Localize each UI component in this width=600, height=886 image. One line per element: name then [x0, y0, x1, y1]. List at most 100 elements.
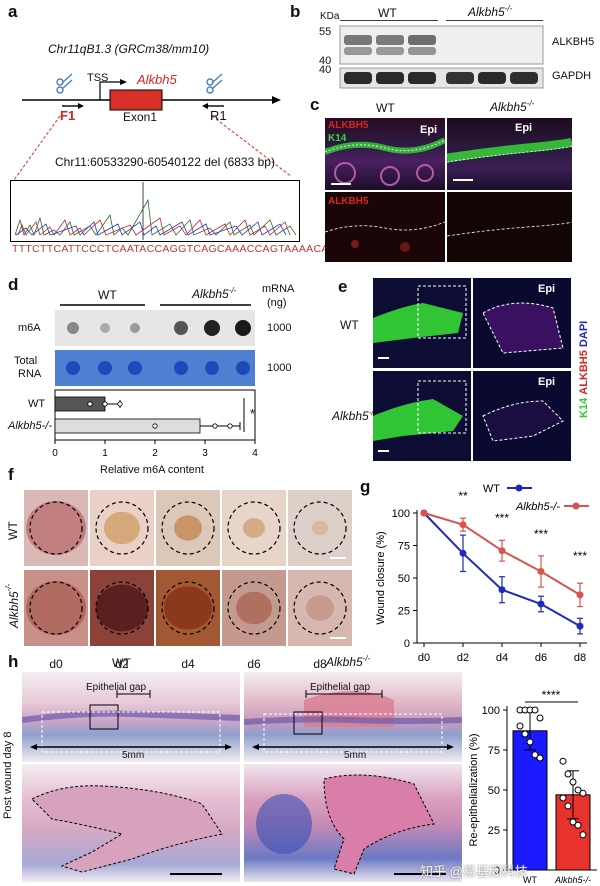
r1-label: R1 [210, 108, 227, 123]
point-i-0-4 [536, 714, 544, 722]
wound-area [26, 581, 86, 635]
wound-area [174, 515, 202, 541]
yticklabel-g-0: 0 [404, 638, 410, 650]
point-d-1-1 [212, 423, 218, 429]
point-d-1-2 [227, 423, 233, 429]
yticklabel-g-3: 75 [398, 541, 410, 553]
wound-area [26, 501, 86, 555]
ylabel-i: Re-epithelialization (%) [468, 733, 480, 846]
point-d-1-0 [152, 423, 158, 429]
wt-label-c: WT [376, 101, 395, 115]
point-d-0-1 [102, 401, 108, 407]
kda-label: KDa [320, 11, 340, 22]
yticklabel-i-4: 100 [482, 705, 500, 717]
point-i-1-7 [569, 818, 577, 826]
day-label-f-d6: d6 [247, 657, 261, 671]
point-d-0-2 [117, 401, 123, 407]
wound-photo-ko-d6 [222, 570, 286, 646]
wound-photo-ko-d0 [24, 570, 88, 646]
epi-label-c-wt: Epi [420, 124, 438, 136]
ko-label-b: Alkbh5-/- [468, 4, 513, 19]
histology-wt-high [22, 764, 240, 882]
ticklabel-d-4: 4 [252, 448, 258, 459]
wound-outline [293, 581, 347, 635]
panel-label-h: h [8, 652, 19, 671]
wound-photo-ko-d2 [90, 570, 154, 646]
sequence-bases: TTTCTTCATTCCCTCAATACCAGGTCAGCAAACCAGTAAA… [12, 243, 344, 255]
scale-label-ko: 5mm [344, 750, 367, 761]
histology-ko-low [244, 672, 462, 762]
point-g-1-3 [537, 568, 545, 575]
point-i-1-5 [559, 794, 567, 802]
panel-label-e: e [338, 277, 348, 296]
point-i-0-7 [526, 738, 534, 746]
point-d-0-0 [87, 401, 93, 407]
wound-outline [227, 501, 281, 555]
chromatogram [10, 180, 300, 242]
yticklabel-i-1: 25 [488, 825, 500, 837]
sig-g-0: ** [458, 489, 468, 503]
point-g-1-4 [576, 591, 584, 599]
total-rna-label-1: Total [14, 355, 38, 367]
bar-label-wt-d: WT [28, 398, 46, 410]
dot-blot-total-rna [55, 350, 255, 386]
m6a-bar-chart: 0 1 2 3 4 [52, 389, 258, 459]
bar-i-0 [512, 730, 548, 871]
ylabel-g: Wound closure (%) [375, 531, 387, 624]
band-alkbh5: ALKBH5 [552, 36, 595, 48]
band-gapdh: GAPDH [552, 70, 592, 82]
wound-photo-wt-d8 [288, 490, 352, 566]
deletion-label: Chr11:60533290-60540122 del (6833 bp) [55, 155, 275, 169]
point-g-0-4 [576, 622, 584, 630]
xticklabel-g-0: d0 [418, 652, 430, 664]
point-i-0-5 [516, 722, 524, 730]
yticklabel-i-2: 50 [488, 785, 500, 797]
image-e-ko-zoom [473, 371, 571, 461]
wound-photo-wt-d2 [90, 490, 154, 566]
wound-area [104, 511, 140, 545]
mrna-label: mRNA [262, 283, 295, 295]
wound-photo-wt-d4 [156, 490, 220, 566]
point-i-1-4 [579, 789, 587, 797]
xticklabel-g-2: d4 [496, 652, 508, 664]
f1-label: F1 [60, 108, 76, 123]
ticklabel-d-1: 1 [102, 448, 108, 459]
scissors-icon-left [56, 73, 73, 94]
scissors-icon-right [206, 73, 223, 94]
bar-d-1 [54, 418, 201, 434]
point-g-1-0 [420, 509, 428, 517]
wound-outline [29, 501, 83, 555]
panel-label-a: a [8, 2, 18, 21]
ko-label-d: Alkbh5-/- [192, 286, 237, 301]
wound-outline [95, 581, 149, 635]
stain-alkbh5-c: ALKBH5 [328, 120, 369, 131]
point-i-0-6 [521, 730, 529, 738]
side-label-h: Post wound day 8 [2, 731, 14, 819]
watermark: 知乎 @易基因科技 [420, 864, 528, 879]
image-c-wt-bottom [325, 192, 445, 262]
ko-label-h: Alkbh5-/- [326, 654, 371, 669]
day-label-f-d0: d0 [49, 657, 63, 671]
scale-label-wt: 5mm [122, 750, 145, 761]
wt-label-b: WT [378, 6, 397, 20]
wound-photo-ko-d8 [288, 570, 352, 646]
m6a-row-label: m6A [18, 322, 41, 334]
image-e-wt-zoom [473, 278, 571, 368]
image-e-wt-merge [373, 278, 471, 368]
wound-photo-wt-d0 [24, 490, 88, 566]
point-i-1-9 [579, 831, 587, 839]
panel-label-d: d [8, 275, 19, 294]
wound-photo-ko-d4 [156, 570, 220, 646]
panel-label-f: f [8, 465, 14, 484]
point-i-0-3 [531, 706, 539, 714]
reepithelialization-chart: 0 25 50 75 100 Re-epithelialization (%) **** WT… [468, 690, 597, 885]
day-labels-f: d0 d2 d4 d6 d8 [24, 657, 354, 673]
mw-40a: 40 [319, 55, 332, 67]
epi-label-c-ko: Epi [515, 122, 533, 134]
ng-label: (ng) [267, 297, 287, 309]
ko-label-c: Alkbh5-/- [490, 99, 535, 114]
point-i-0-8 [531, 751, 539, 759]
wt-label-d: WT [98, 288, 117, 302]
point-g-1-2 [498, 547, 506, 555]
day-label-f-d2: d2 [115, 657, 129, 671]
